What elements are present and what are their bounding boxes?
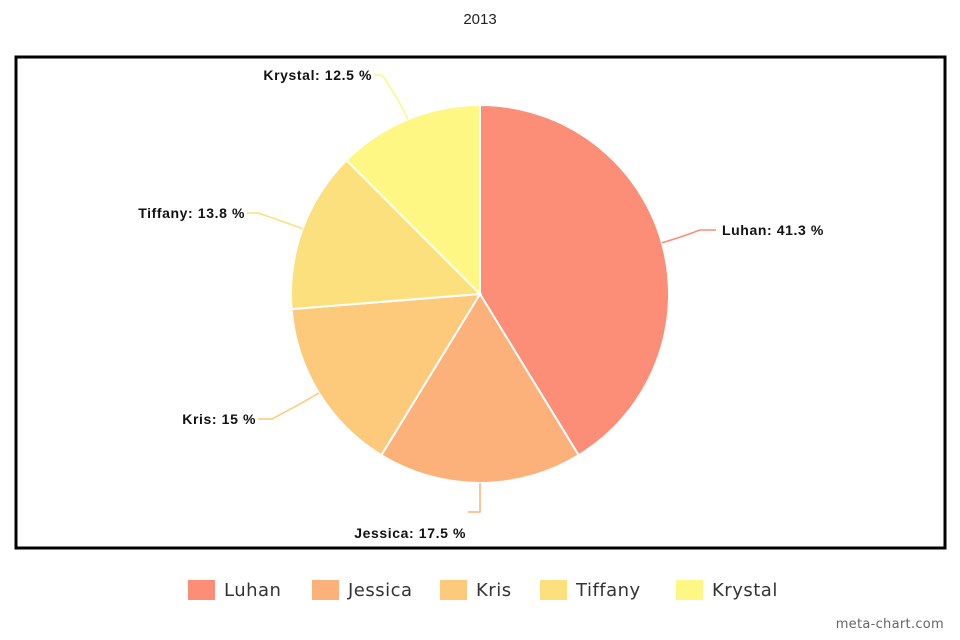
label-connector-krystal (374, 74, 409, 120)
legend-label: Luhan (224, 579, 282, 601)
legend-item-luhan[interactable]: Luhan (188, 574, 281, 606)
legend-swatch (440, 580, 467, 600)
legend-item-tiffany[interactable]: Tiffany (540, 574, 641, 606)
legend-swatch (676, 580, 703, 600)
pie-slice-jessica[interactable] (379, 292, 581, 484)
pie-slice-krystal[interactable] (345, 103, 481, 297)
legend-label: Jessica (348, 579, 413, 601)
legend-label: Krystal (712, 579, 778, 601)
legend-swatch (312, 580, 339, 600)
legend-item-jessica[interactable]: Jessica (312, 574, 413, 606)
pie-slices (290, 103, 670, 484)
legend-swatch (540, 580, 567, 600)
legend-label: Kris (476, 579, 512, 601)
data-label-jessica: Jessica: 17.5 % (354, 525, 466, 541)
pie-labels: Luhan: 41.3 % Jessica: 17.5 % Kris: 15 % Ti… (138, 67, 824, 541)
pie-slice-kris[interactable] (290, 292, 482, 457)
legend-item-kris[interactable]: Kris (440, 574, 512, 606)
label-connector-tiffany (247, 212, 303, 230)
legend-swatch (188, 580, 215, 600)
legend: Luhan Jessica Kris Tiffany Krystal (0, 574, 960, 606)
data-label-luhan: Luhan: 41.3 % (722, 222, 824, 238)
data-label-kris: Kris: 15 % (182, 411, 256, 427)
label-connector-luhan (661, 229, 716, 244)
pie-slice-luhan[interactable] (479, 103, 670, 457)
data-label-krystal: Krystal: 12.5 % (263, 67, 372, 83)
watermark: meta-chart.com (835, 617, 944, 632)
legend-label: Tiffany (576, 579, 641, 601)
label-connector-kris (258, 392, 320, 420)
data-label-tiffany: Tiffany: 13.8 % (138, 205, 245, 221)
legend-item-krystal[interactable]: Krystal (676, 574, 778, 606)
label-connector-jessica (468, 483, 481, 513)
chart-title: 2013 (463, 11, 497, 28)
pie-slice-tiffany[interactable] (290, 158, 483, 311)
